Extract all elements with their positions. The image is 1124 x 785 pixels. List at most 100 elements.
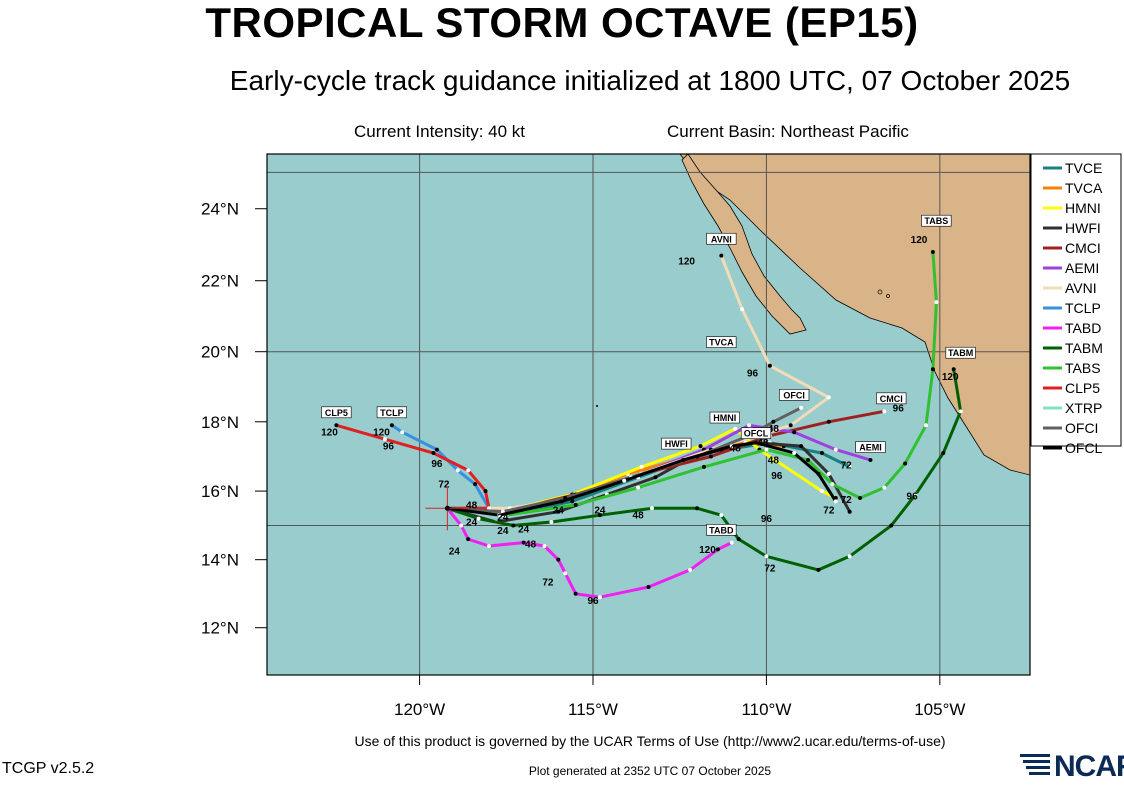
forecast-hour-label: 48 [466,500,478,511]
track-point [754,440,759,445]
ncar-logo-text: NCAR [1054,750,1124,783]
track-point [826,471,831,476]
forecast-hour-label: 120 [699,545,716,556]
version-label: TCGP v2.5.2 [2,760,95,777]
track-point [649,506,654,511]
model-label-box [876,392,907,405]
track-point [729,444,734,449]
model-label-aemi: AEMI [859,443,882,453]
forecast-hour-label: 96 [907,492,919,503]
forecast-hour-label: 72 [823,505,835,516]
track-point [719,513,724,518]
model-label-hmni: HMNI [713,413,736,423]
track-point [826,419,831,424]
forecast-hour-label: 72 [841,461,853,472]
forecast-hour-label: 96 [587,596,599,607]
track-point [767,363,772,368]
model-label-tabs: TABS [924,216,948,226]
current-basin: Current Basin: Northeast Pacific [667,122,909,141]
track-point [764,447,769,452]
ncar-logo: NCAR [1018,748,1124,783]
track-point [431,451,436,456]
track-point [792,451,797,456]
track-point [736,537,741,542]
forecast-hour-label: 48 [768,455,780,466]
track-point [847,554,852,559]
chart-subtitle: Early-cycle track guidance initialized a… [229,65,1071,96]
track-point [833,499,838,504]
track-point [389,423,394,428]
forecast-hour-label: 24 [553,505,565,516]
x-tick-label: 105°W [914,700,965,719]
forecast-hour-label: 120 [911,235,928,246]
legend-label: TABS [1065,360,1101,376]
track-point [715,547,720,552]
track-point [708,454,713,459]
legend-label: TABM [1065,340,1103,356]
model-label-tvca: TVCA [709,338,734,348]
track-point [434,447,439,452]
track-point [788,423,793,428]
track-point [747,423,752,428]
forecast-hour-label: 96 [771,471,783,482]
x-tick-label: 110°W [741,700,791,719]
y-tick-label: 12°N [201,619,239,638]
track-point [819,489,824,494]
track-point [847,509,852,514]
legend-label: CMCI [1065,240,1101,256]
model-label-box [709,411,740,424]
forecast-hour-label: 120 [373,428,390,439]
model-label-box [921,214,952,227]
track-point [826,395,831,400]
legend-label: AEMI [1065,260,1099,276]
model-label-box [779,389,810,401]
track-point [858,495,863,500]
model-label-ofcl: OFCL [744,429,769,439]
legend-label: HWFI [1065,220,1101,236]
track-point [903,461,908,466]
forecast-hour-label: 120 [942,372,959,383]
forecast-hour-label: 48 [633,511,645,522]
track-point [455,468,460,473]
model-label-box [740,427,772,440]
track-point [958,409,963,414]
forecast-hour-label: 48 [757,438,769,449]
legend-label: OFCL [1065,440,1103,456]
chart-title: TROPICAL STORM OCTAVE (EP15) [205,0,919,46]
legend-label: HMNI [1065,200,1101,216]
forecast-hour-label: 96 [893,403,905,414]
track-point [695,506,700,511]
track-point [701,464,706,469]
track-tabd [445,506,734,599]
track-point [400,430,405,435]
legend-label: TCLP [1065,300,1101,316]
track-point [459,523,464,528]
forecast-tracks [334,250,963,600]
model-label-box [945,346,976,359]
y-tick-label: 20°N [201,343,239,362]
track-point [497,513,502,518]
track-point [830,482,835,487]
forecast-hour-label: 48 [768,424,780,435]
track-point [799,444,804,449]
track-ofcl [445,441,838,517]
track-point [930,250,935,255]
generated-timestamp: Plot generated at 2352 UTC 07 October 20… [528,764,772,778]
forecast-hour-label: 48 [525,540,537,551]
track-point [556,509,561,514]
track-point [951,367,956,372]
forecast-hour-label: 24 [497,526,509,537]
track-point [486,544,491,549]
forecast-hour-label: 96 [383,442,395,453]
forecast-hour-label: 24 [449,547,461,558]
y-tick-label: 18°N [201,413,239,432]
model-label-avni: AVNI [711,234,732,244]
track-point [819,451,824,456]
track-point [483,489,488,494]
x-tick-label: 115°W [568,700,618,719]
track-point [923,423,928,428]
forecast-hour-label: 24 [518,524,530,535]
track-point [511,523,516,528]
legend-label: AVNI [1065,280,1097,296]
forecast-hour-label: 120 [321,428,338,439]
